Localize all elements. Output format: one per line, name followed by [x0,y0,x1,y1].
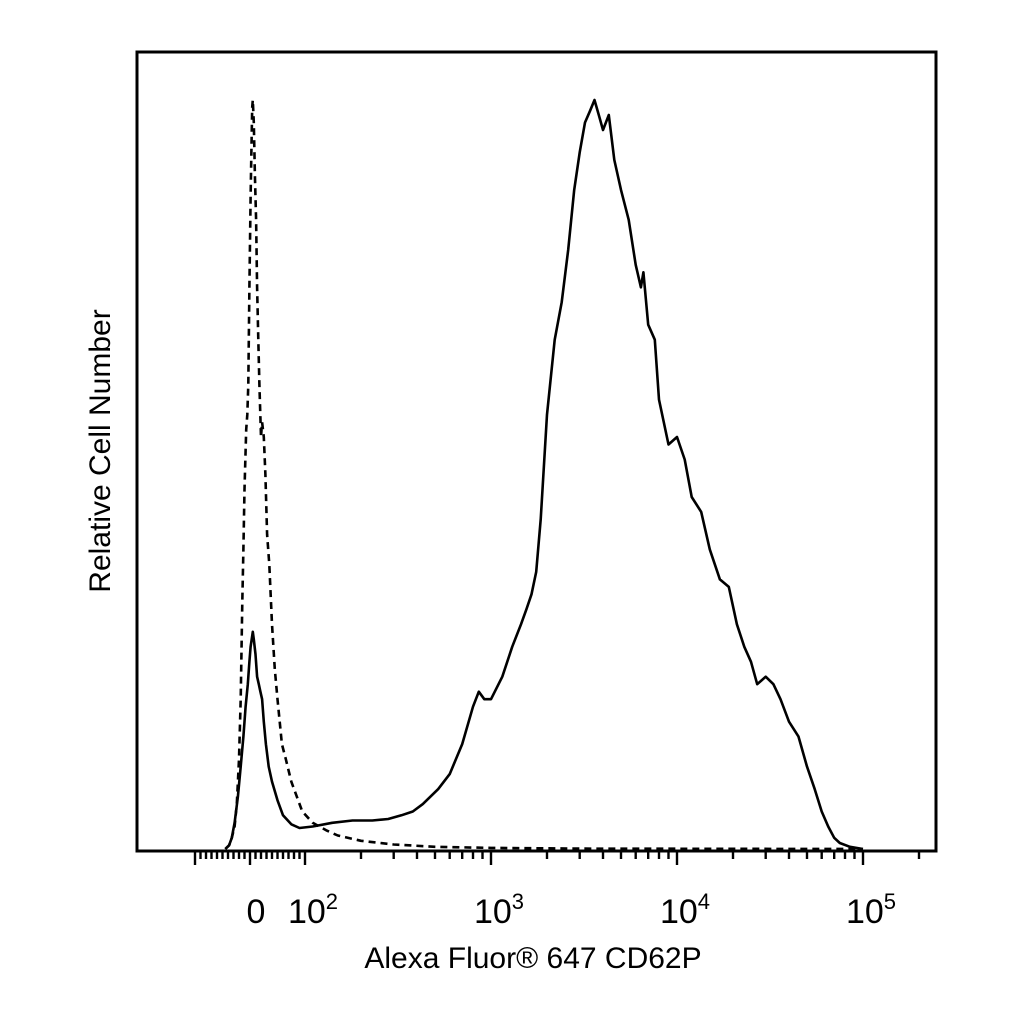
x-tick-label: 104 [660,889,710,931]
x-tick-label: 105 [846,889,896,931]
x-tick-label: 102 [288,889,338,931]
x-axis-ticks [193,851,921,865]
series-line-solid [224,98,864,851]
x-axis-tick-labels: 0 102 103 104 105 [247,889,897,931]
x-axis-label: Alexa Fluor® 647 CD62P [364,942,701,975]
y-axis-label: Relative Cell Number [84,309,117,592]
histogram-series [224,98,864,851]
plot-frame [135,50,938,853]
x-tick-label: 103 [474,889,524,931]
x-tick-label: 0 [247,893,266,931]
